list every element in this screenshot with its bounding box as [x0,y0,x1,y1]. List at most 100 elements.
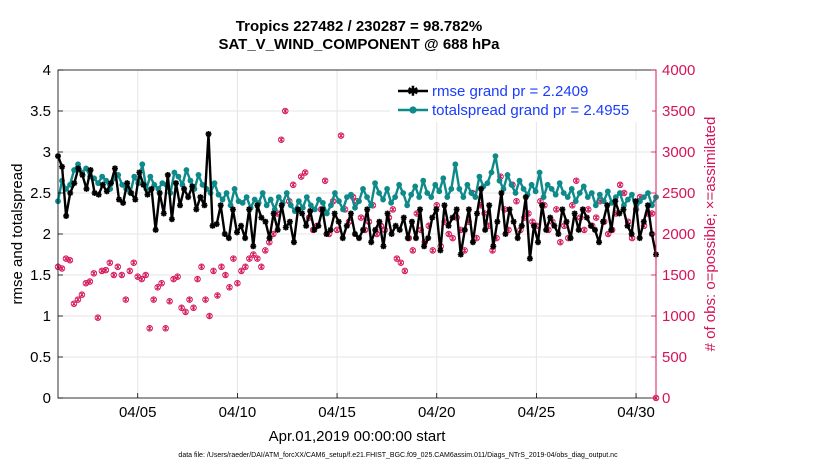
rmse-point [67,190,74,196]
totalspread-point [95,180,102,187]
obs-assimilated-marker [175,274,180,280]
totalspread-point [520,186,527,192]
rmse-point [335,218,342,225]
y-left-tick-label: 2 [43,226,51,243]
obs-assimilated-marker [227,284,232,290]
obs-assimilated-marker [298,174,304,180]
rmse-point [160,210,167,217]
obs-assimilated-marker [561,223,567,229]
totalspread-point [295,198,302,205]
obs-assimilated-marker [235,280,240,286]
obs-assimilated-marker [270,231,276,237]
obs-possible-marker [289,181,297,189]
obs-assimilated-marker [450,235,455,241]
obs-assimilated-marker [95,315,101,321]
x-tick-label: 04/10 [219,404,257,421]
totalspread-point [420,177,427,184]
totalspread-point [424,190,431,196]
rmse-point [286,218,293,225]
obs-assimilated-marker [103,267,109,273]
rmse-point [250,243,257,250]
obs-assimilated-marker [649,210,655,217]
obs-assimilated-marker [462,247,467,253]
rmse-point [522,194,529,201]
rmse-point [83,185,90,192]
totalspread-point [412,183,419,190]
totalspread-point [384,186,391,192]
obs-possible-marker [258,263,265,271]
obs-assimilated-marker [207,313,212,319]
axis-ticks: 0 0.5 1 1.5 2 2.5 3 3.5 4 0 500 1000 1500 2000 2500 300… [30,62,695,421]
rmse-point [530,222,537,229]
rmse-point [59,163,66,170]
rmse-point [600,218,607,225]
y-left-tick-label: 1 [43,308,51,325]
obs-possible-marker [126,267,134,275]
rmse-point [429,214,436,221]
totalspread-point [560,190,567,196]
obs-possible-marker [321,177,329,184]
obs-assimilated-marker [223,272,228,278]
rmse-point [547,214,554,221]
totalspread-point [223,190,230,196]
obs-possible-marker [234,279,241,287]
rmse-point [189,183,196,190]
rmse-point [400,214,407,221]
rmse-point [518,222,525,229]
totalspread-point [645,190,651,196]
obs-assimilated-marker [278,137,284,143]
rmse-point [478,185,485,192]
totalspread-point [231,186,238,192]
rmse-point [368,239,375,246]
obs-possible-marker [557,238,564,246]
totalspread-point [183,167,190,173]
obs-assimilated-marker [251,251,256,258]
rmse-point [120,199,127,206]
totalspread-point [83,165,89,172]
totalspread-point [436,188,443,195]
totalspread-point [596,191,603,198]
rmse-point [514,235,521,242]
rmse-point [404,235,411,242]
obs-assimilated-marker [398,260,404,266]
rmse-point [99,181,106,188]
totalspread-point [440,175,447,182]
obs-possible-marker [397,259,405,266]
rmse-point [591,226,598,233]
obs-possible-marker [214,292,221,299]
obs-possible-marker [114,263,122,271]
rmse-point [612,198,619,205]
rmse-point [103,188,110,195]
obs-possible-marker [222,271,229,279]
legend-rmse-marker: ✱ [408,84,419,99]
rmse-point [437,247,444,254]
obs-assimilated-marker [430,247,436,253]
obs-assimilated-marker [199,264,204,270]
rmse-point [201,202,208,209]
rmse-point [270,210,277,217]
y-left-tick-label: 3.5 [30,103,51,120]
rmse-point [331,210,338,217]
rmse-point [640,218,647,225]
obs-assimilated-marker [79,292,85,298]
y-left-tick-label: 0 [43,390,51,407]
totalspread-point [540,194,547,201]
rmse-point [474,210,481,217]
totalspread-point [364,194,370,201]
obs-assimilated-marker [71,301,77,307]
y-axis-left-label: rmse and totalspread [9,164,26,305]
rmse-point [343,222,350,229]
totalspread-point [620,202,627,209]
rmse-point [644,202,651,209]
rmse-point [132,196,139,203]
totalspread-point [625,196,631,203]
rmse-point [445,222,452,229]
rmse-point [425,235,432,242]
rmse-point [266,235,273,242]
rmse-point [441,202,448,209]
rmse-point [347,210,354,217]
obs-possible-marker [525,210,532,217]
totalspread-point [532,188,539,195]
obs-possible-marker [226,284,233,291]
rmse-point [205,130,212,137]
